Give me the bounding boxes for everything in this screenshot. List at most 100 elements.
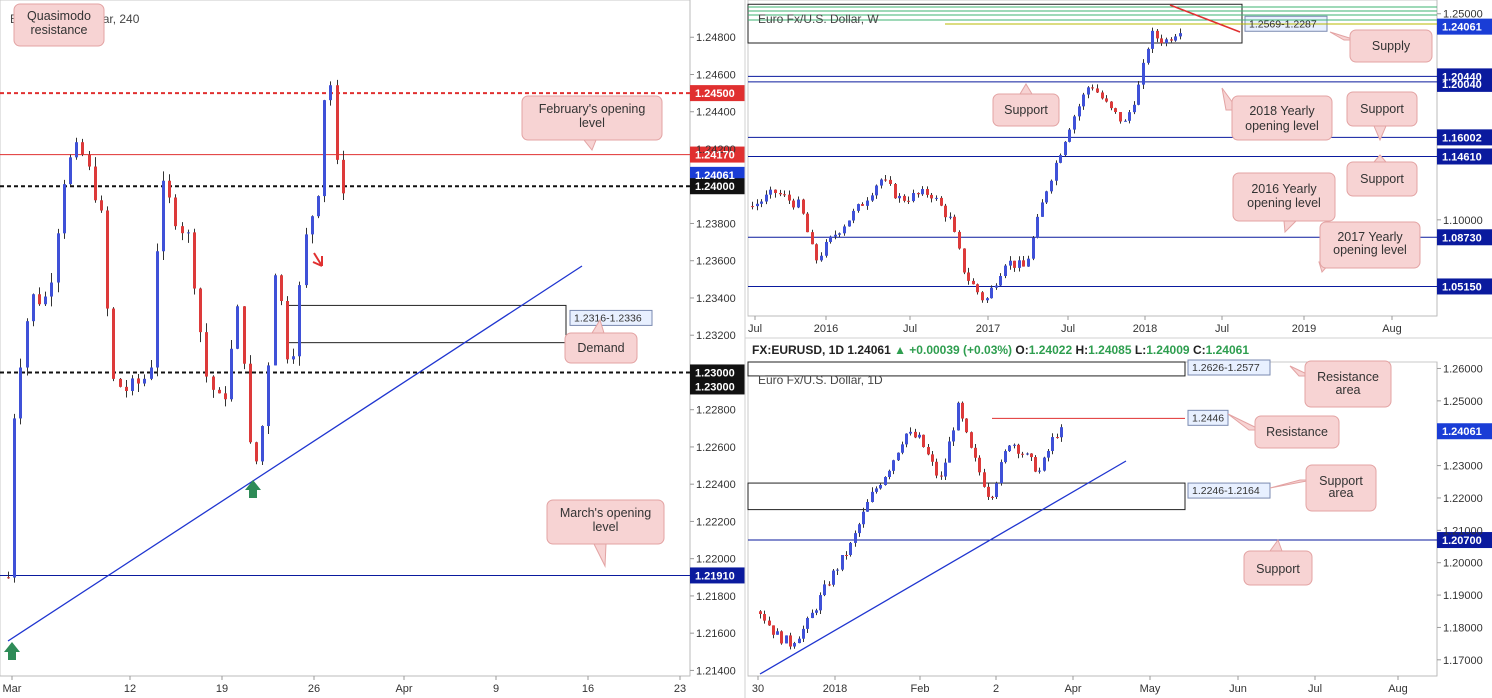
callout-box bbox=[1346, 91, 1418, 127]
zone-label: 1.2626-1.2577 bbox=[1192, 362, 1260, 374]
x-tick-label: Jul bbox=[1061, 323, 1075, 335]
candle-body bbox=[88, 154, 91, 167]
candle-body bbox=[193, 232, 196, 289]
candle-body bbox=[995, 285, 998, 288]
y-tick-label: 1.23200 bbox=[696, 330, 736, 342]
candle-body bbox=[785, 635, 788, 644]
candle-body bbox=[1034, 457, 1037, 472]
candle-body bbox=[792, 200, 795, 208]
candle-body bbox=[1091, 87, 1094, 89]
candle-body bbox=[829, 236, 832, 242]
y-tick-label: 1.19000 bbox=[1443, 590, 1483, 602]
x-tick-label: 2018 bbox=[1133, 323, 1157, 335]
callout-text: Support bbox=[1004, 103, 1048, 117]
candle-body bbox=[1119, 112, 1122, 122]
candle-body bbox=[974, 447, 977, 458]
price-tag bbox=[1437, 18, 1492, 35]
candle-body bbox=[81, 142, 84, 155]
candle-body bbox=[230, 348, 233, 400]
zone-label: 1.2246-1.2164 bbox=[1192, 485, 1260, 497]
callout-2-1: Resistance bbox=[1227, 413, 1340, 449]
candle-body bbox=[783, 194, 786, 196]
candle-body bbox=[898, 195, 901, 199]
candle-body bbox=[944, 462, 947, 477]
callout-line: Support bbox=[1319, 474, 1363, 488]
header-part: FX:EURUSD, 1D bbox=[752, 343, 844, 357]
candle-body bbox=[280, 275, 283, 301]
candle-body bbox=[802, 628, 805, 639]
callout-text: 2016 Yearly opening level bbox=[1247, 182, 1321, 210]
candle-body bbox=[317, 196, 320, 217]
x-tick-label: 9 bbox=[493, 683, 499, 695]
plot-area bbox=[747, 361, 1438, 677]
callout-text: Support bbox=[1360, 172, 1404, 186]
candle-body bbox=[848, 220, 851, 227]
x-tick-label: 2 bbox=[993, 683, 999, 695]
price-tag-label: 1.23000 bbox=[695, 367, 735, 379]
candle-body bbox=[978, 457, 981, 473]
callout-line: Support bbox=[1256, 562, 1300, 576]
candle-body bbox=[1027, 258, 1030, 267]
y-tick-label: 1.22200 bbox=[696, 516, 736, 528]
callout-box bbox=[1305, 464, 1377, 512]
callout-2-0: Resistance area bbox=[1289, 360, 1392, 408]
candle-body bbox=[926, 189, 929, 195]
x-tick-label: Aug bbox=[1388, 683, 1408, 695]
candle-body bbox=[987, 486, 990, 497]
candle-body bbox=[236, 306, 239, 349]
candle-body bbox=[1013, 444, 1016, 446]
candle-body bbox=[1013, 260, 1016, 268]
candle-body bbox=[862, 511, 865, 525]
price-tag-label: 1.20440 bbox=[1442, 71, 1482, 83]
callout-text: Supply bbox=[1372, 39, 1411, 53]
callout-line: Support bbox=[1360, 102, 1404, 116]
price-tag bbox=[1437, 75, 1492, 92]
x-tick-label: Jun bbox=[1229, 683, 1247, 695]
candle-body bbox=[940, 197, 943, 206]
callout-line: area bbox=[1328, 486, 1353, 500]
candle-body bbox=[1047, 450, 1050, 458]
candle-body bbox=[174, 197, 177, 227]
x-tick-label: 2018 bbox=[823, 683, 847, 695]
level-label: 1.2446 bbox=[1192, 412, 1224, 424]
candle-body bbox=[119, 378, 122, 387]
candle-body bbox=[841, 555, 844, 570]
candle-body bbox=[143, 378, 146, 384]
header-part: C: bbox=[1193, 343, 1206, 357]
price-tag-label: 1.23000 bbox=[695, 381, 735, 393]
x-tick-label: Jul bbox=[1308, 683, 1322, 695]
candle-body bbox=[1017, 444, 1020, 454]
x-tick-label: Apr bbox=[395, 683, 412, 695]
callout-text: 2018 Yearly opening level bbox=[1245, 104, 1319, 133]
header-part: H: bbox=[1075, 343, 1088, 357]
price-tag-label: 1.05150 bbox=[1442, 281, 1482, 293]
candle-body bbox=[983, 472, 986, 487]
price-tag-label: 1.14610 bbox=[1442, 151, 1482, 163]
candle-body bbox=[922, 434, 925, 448]
candle-body bbox=[889, 179, 892, 184]
y-tick-label: 1.21000 bbox=[1443, 525, 1483, 537]
callout-0-0: Quasimodo resistance bbox=[13, 3, 105, 47]
candle-body bbox=[1045, 191, 1048, 203]
legend-bar bbox=[746, 339, 1492, 359]
candle-body bbox=[866, 501, 869, 512]
candle-body bbox=[957, 402, 960, 431]
candle-body bbox=[1073, 116, 1076, 130]
x-tick-label: 30 bbox=[752, 683, 764, 695]
y-tick-label: 1.22000 bbox=[696, 554, 736, 566]
candle-body bbox=[100, 200, 103, 211]
candle-body bbox=[760, 201, 763, 204]
candle-body bbox=[218, 389, 221, 394]
callout-1-4: Support bbox=[1346, 154, 1418, 197]
x-tick-label: Feb bbox=[911, 683, 930, 695]
candle-body bbox=[935, 461, 938, 476]
callout-text: March's opening level bbox=[560, 506, 651, 534]
callout-box bbox=[1231, 95, 1333, 141]
callout-text: Support bbox=[1360, 102, 1404, 116]
candle-body bbox=[69, 157, 72, 185]
callout-line: Quasimodo bbox=[27, 9, 91, 23]
y-tick-label: 1.18000 bbox=[1443, 622, 1483, 634]
candle-body bbox=[768, 620, 771, 626]
callout-line: March's opening bbox=[560, 506, 651, 520]
candle-body bbox=[1110, 101, 1113, 109]
